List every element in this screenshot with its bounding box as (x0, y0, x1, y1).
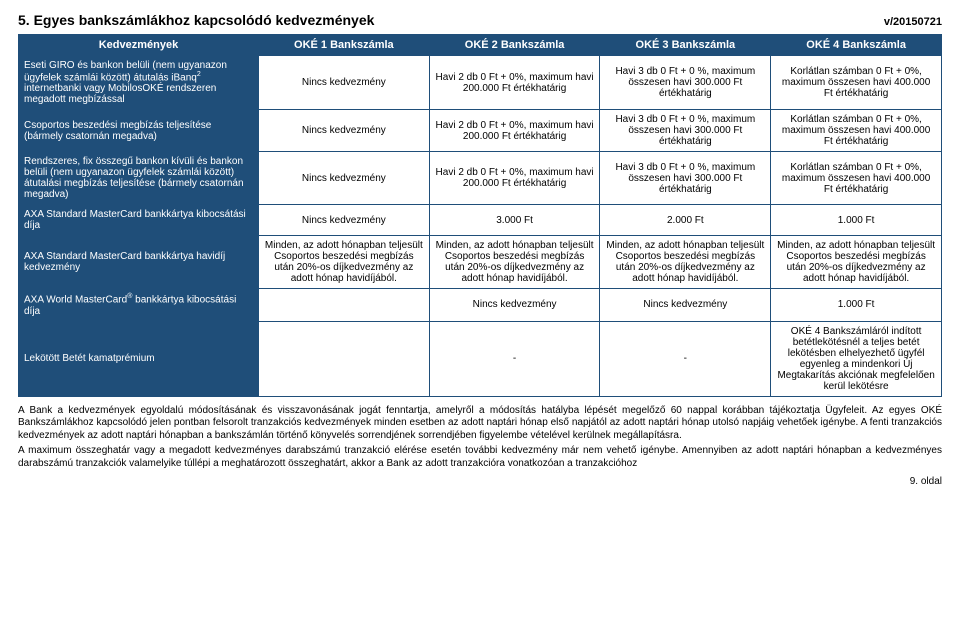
table-cell (258, 289, 429, 321)
table-cell: - (600, 321, 771, 396)
footer-paragraph: A Bank a kedvezmények egyoldalú módosítá… (18, 405, 942, 443)
table-cell: Havi 2 db 0 Ft + 0%, maximum havi 200.00… (429, 56, 600, 110)
table-cell: Havi 2 db 0 Ft + 0%, maximum havi 200.00… (429, 110, 600, 152)
table-row: AXA World MasterCard® bankkártya kibocsá… (19, 289, 942, 321)
table-cell: Minden, az adott hónapban teljesült Csop… (429, 236, 600, 289)
table-cell: Havi 3 db 0 Ft + 0 %, maximum összesen h… (600, 110, 771, 152)
table-cell: Nincs kedvezmény (258, 205, 429, 236)
col-header: OKÉ 3 Bankszámla (600, 35, 771, 56)
table-cell: Havi 3 db 0 Ft + 0 %, maximum összesen h… (600, 56, 771, 110)
table-cell: Nincs kedvezmény (258, 152, 429, 205)
col-header: OKÉ 1 Bankszámla (258, 35, 429, 56)
row-label: Rendszeres, fix összegű bankon kívüli és… (19, 152, 259, 205)
table-cell: - (429, 321, 600, 396)
version-label: v/20150721 (884, 16, 942, 28)
table-cell (258, 321, 429, 396)
discounts-table: Kedvezmények OKÉ 1 Bankszámla OKÉ 2 Bank… (18, 34, 942, 397)
table-cell: Havi 3 db 0 Ft + 0 %, maximum összesen h… (600, 152, 771, 205)
table-cell: Nincs kedvezmény (258, 56, 429, 110)
col-header: OKÉ 2 Bankszámla (429, 35, 600, 56)
col-header: OKÉ 4 Bankszámla (771, 35, 942, 56)
section-title: 5. Egyes bankszámlákhoz kapcsolódó kedve… (18, 12, 374, 28)
table-row: Rendszeres, fix összegű bankon kívüli és… (19, 152, 942, 205)
table-cell: Nincs kedvezmény (600, 289, 771, 321)
table-cell: Korlátlan számban 0 Ft + 0%, maximum öss… (771, 56, 942, 110)
col-header: Kedvezmények (19, 35, 259, 56)
table-row: Csoportos beszedési megbízás teljesítése… (19, 110, 942, 152)
table-cell: Nincs kedvezmény (429, 289, 600, 321)
table-cell: Nincs kedvezmény (258, 110, 429, 152)
row-label: Lekötött Betét kamatprémium (19, 321, 259, 396)
table-cell: Havi 2 db 0 Ft + 0%, maximum havi 200.00… (429, 152, 600, 205)
table-row: AXA Standard MasterCard bankkártya kiboc… (19, 205, 942, 236)
footer-paragraph: A maximum összeghatár vagy a megadott ke… (18, 445, 942, 470)
row-label: Csoportos beszedési megbízás teljesítése… (19, 110, 259, 152)
table-cell: Minden, az adott hónapban teljesült Csop… (258, 236, 429, 289)
row-label: AXA Standard MasterCard bankkártya kiboc… (19, 205, 259, 236)
table-row: Lekötött Betét kamatprémium--OKÉ 4 Banks… (19, 321, 942, 396)
table-cell: 3.000 Ft (429, 205, 600, 236)
table-cell: Minden, az adott hónapban teljesült Csop… (771, 236, 942, 289)
table-cell: 1.000 Ft (771, 205, 942, 236)
table-row: Eseti GIRO és bankon belüli (nem ugyanaz… (19, 56, 942, 110)
table-cell: Korlátlan számban 0 Ft + 0%, maximum öss… (771, 110, 942, 152)
row-label: AXA World MasterCard® bankkártya kibocsá… (19, 289, 259, 321)
table-cell: 1.000 Ft (771, 289, 942, 321)
table-header-row: Kedvezmények OKÉ 1 Bankszámla OKÉ 2 Bank… (19, 35, 942, 56)
section-number: 5. (18, 12, 30, 28)
table-cell: Minden, az adott hónapban teljesült Csop… (600, 236, 771, 289)
section-title-text: Egyes bankszámlákhoz kapcsolódó kedvezmé… (34, 12, 375, 28)
footer-text-block: A Bank a kedvezmények egyoldalú módosítá… (18, 405, 942, 471)
table-cell: Korlátlan számban 0 Ft + 0%, maximum öss… (771, 152, 942, 205)
row-label: Eseti GIRO és bankon belüli (nem ugyanaz… (19, 56, 259, 110)
table-cell: OKÉ 4 Bankszámláról indított betétleköté… (771, 321, 942, 396)
table-cell: 2.000 Ft (600, 205, 771, 236)
page-number: 9. oldal (18, 476, 942, 487)
table-row: AXA Standard MasterCard bankkártya havid… (19, 236, 942, 289)
row-label: AXA Standard MasterCard bankkártya havid… (19, 236, 259, 289)
